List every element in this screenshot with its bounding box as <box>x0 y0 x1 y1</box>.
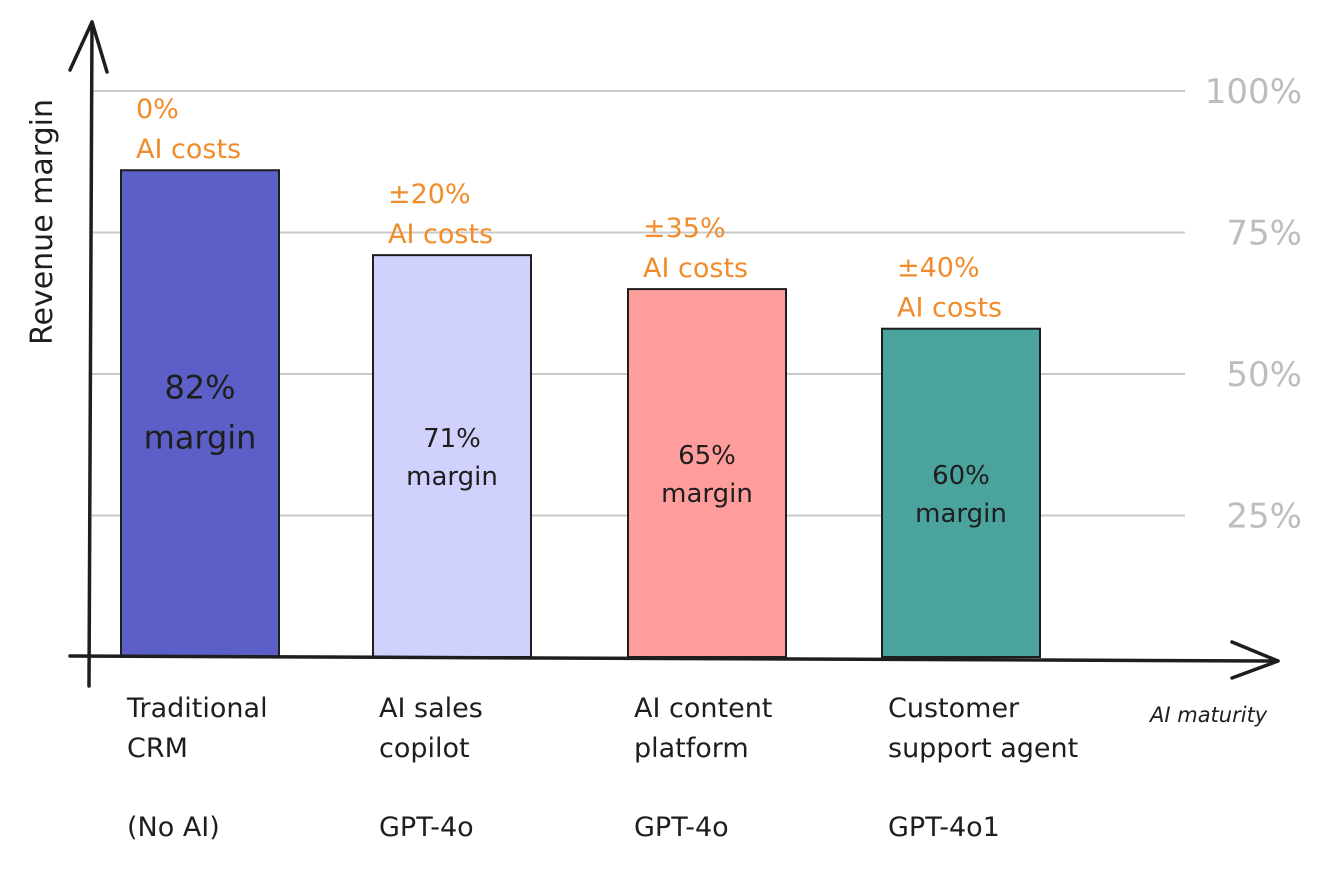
bar-labels: 82% margin 0% AI costs Traditional CRM (No AI)… <box>126 94 1078 843</box>
model-label: (No AI) <box>127 812 220 843</box>
model-label: GPT-4o <box>634 812 729 843</box>
margin-value-label: 82% <box>164 369 235 407</box>
category-label: CRM <box>127 733 188 764</box>
margin-value-label: 60% <box>932 461 990 491</box>
axes <box>68 20 1280 688</box>
category-label: platform <box>634 733 749 764</box>
margin-value-label: 71% <box>423 424 481 454</box>
y-axis-line <box>87 20 94 688</box>
margin-word-label: margin <box>406 462 498 492</box>
y-axis-arrowhead <box>68 20 109 74</box>
margin-value-label: 65% <box>678 441 736 471</box>
y-tick-label: 75% <box>1226 214 1302 254</box>
y-tick-label: 100% <box>1205 72 1302 112</box>
margin-word-label: margin <box>661 479 753 509</box>
category-label: Customer <box>888 693 1020 724</box>
ai-cost-word-label: AI costs <box>136 134 241 165</box>
model-label: GPT-4o <box>379 812 474 843</box>
y-tick-label: 50% <box>1226 355 1302 395</box>
ai-cost-word-label: AI costs <box>388 219 493 250</box>
ai-cost-value-label: 0% <box>136 94 179 125</box>
ai-cost-value-label: ±35% <box>643 213 726 244</box>
y-axis-label: Revenue margin <box>25 99 60 345</box>
bar <box>372 254 532 658</box>
x-axis-label: AI maturity <box>1148 703 1268 727</box>
margin-word-label: margin <box>144 419 257 457</box>
margin-word-label: margin <box>915 499 1007 529</box>
y-tick-label: 25% <box>1226 497 1302 537</box>
model-label: GPT-4o1 <box>888 812 1000 843</box>
bars <box>120 169 1041 659</box>
category-label: AI sales <box>379 693 483 724</box>
ai-cost-value-label: ±40% <box>897 253 980 284</box>
ai-cost-word-label: AI costs <box>897 293 1002 324</box>
category-label: support agent <box>888 733 1078 764</box>
category-label: copilot <box>379 733 470 764</box>
ai-cost-value-label: ±20% <box>388 179 471 210</box>
ai-cost-word-label: AI costs <box>643 253 748 284</box>
y-tick-labels: 25% 50% 75% 100% <box>1205 72 1302 537</box>
category-label: AI content <box>634 693 772 724</box>
bar <box>120 169 280 659</box>
category-label: Traditional <box>126 693 268 724</box>
bar <box>627 288 787 658</box>
bar <box>881 327 1041 658</box>
x-axis-line <box>68 654 1280 663</box>
x-axis-arrowhead <box>1230 640 1280 680</box>
